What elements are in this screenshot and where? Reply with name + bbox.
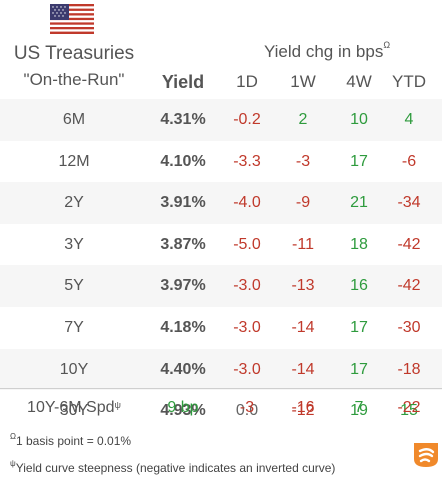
change-4w: 18 [350, 235, 368, 253]
change-ytd: 15 [400, 402, 418, 420]
yield-value: 4.18% [160, 318, 206, 336]
spread-change-1w: -16 [291, 399, 315, 416]
table-row: 10Y 4.40% -3.0 -14 17 -18 [0, 348, 442, 391]
column-header-1w: 1W [290, 72, 316, 91]
spread-change-4w: 7 [354, 399, 364, 416]
footnote-basis-point: Ω1 basis point = 0.01% [10, 432, 132, 448]
change-ytd: -30 [397, 318, 421, 336]
change-1w: -11 [292, 235, 314, 253]
spread-row: 10Y-6M Spdψ 9 bp -3 -16 7 -22 [0, 388, 442, 427]
footnote-spread: ψYield curve steepness (negative indicat… [10, 459, 336, 475]
spread-change-1d: -3 [239, 399, 255, 416]
us-flag-icon [50, 4, 94, 34]
table-row: 12M 4.10% -3.3 -3 17 -6 [0, 141, 442, 183]
table-row: 5Y 3.97% -3.0 -13 16 -42 [0, 265, 442, 307]
page-title: US Treasuries [13, 43, 135, 64]
change-1d: -3.0 [233, 277, 261, 295]
yield-value: 3.87% [160, 235, 206, 253]
change-1w: -12 [291, 402, 315, 420]
brand-logo-icon[interactable] [412, 441, 440, 469]
yield-value: 4.40% [160, 360, 206, 378]
yield-value: 4.31% [160, 111, 206, 128]
change-ytd: -34 [397, 194, 421, 212]
treasuries-table: 6M 4.31% -0.2 2 10 4 12M 4.10% -3.3 -3 1… [0, 99, 442, 432]
change-4w: 21 [350, 194, 368, 212]
change-1d: -0.2 [233, 111, 261, 128]
change-1d: -3.0 [233, 318, 261, 336]
change-ytd: -42 [397, 235, 421, 253]
change-1d: -3.3 [233, 152, 261, 170]
table-row: 3Y 3.87% -5.0 -11 18 -42 [0, 224, 442, 266]
spread-label: 10Y-6M Spdψ [0, 389, 148, 427]
spread-label-text: 10Y-6M Spd [27, 399, 115, 416]
maturity-label: 7Y [64, 318, 84, 336]
change-1w: -9 [295, 194, 311, 212]
yield-value: 4.93% [160, 402, 206, 420]
change-1d: -4.0 [233, 194, 261, 212]
column-header-ytd: YTD [392, 72, 426, 91]
footnote-marker-omega: Ω [383, 40, 391, 50]
maturity-label: 12M [58, 152, 90, 170]
footnote-marker-psi: ψ [114, 400, 121, 410]
change-ytd: -6 [401, 152, 417, 170]
maturity-label: 5Y [64, 277, 84, 295]
footnote-marker: ψ [10, 459, 16, 468]
yield-change-heading-text: Yield chg in bps [263, 42, 384, 61]
change-1w: -13 [291, 277, 315, 295]
spread-change-ytd: -22 [397, 399, 421, 416]
maturity-label: 6M [62, 111, 86, 128]
table-row: 7Y 4.18% -3.0 -14 17 -30 [0, 307, 442, 349]
maturity-label: 10Y [59, 360, 89, 378]
yield-value: 3.91% [160, 194, 206, 212]
table-row: 2Y 3.91% -4.0 -9 21 -34 [0, 182, 442, 224]
change-4w: 16 [350, 277, 368, 295]
change-1w: -14 [291, 360, 315, 378]
maturity-label: 2Y [64, 194, 84, 212]
change-1d: -3.0 [233, 360, 261, 378]
yield-change-heading: Yield chg in bpsΩ [262, 40, 392, 62]
change-4w: 17 [350, 152, 368, 170]
change-4w: 10 [350, 111, 368, 128]
yield-value: 4.10% [160, 152, 206, 170]
spread-value: 9 bp [167, 399, 199, 416]
column-header-yield: Yield [161, 72, 205, 92]
table-row: 30Y 4.93% 0.0 -12 19 15 [0, 390, 442, 432]
footnote-text: Yield curve steepness (negative indicate… [15, 461, 336, 475]
change-ytd: -18 [397, 360, 421, 378]
table-row: 6M 4.31% -0.2 2 10 4 [0, 99, 442, 141]
footnote-marker: Ω [10, 432, 16, 441]
change-1w: -3 [295, 152, 311, 170]
change-1d: -5.0 [233, 235, 261, 253]
change-4w: 17 [350, 318, 368, 336]
change-1d: 0.0 [235, 402, 259, 420]
maturity-label: 3Y [64, 235, 84, 253]
yield-value: 3.97% [160, 277, 206, 295]
page-subtitle: "On-the-Run" [23, 70, 125, 89]
change-4w: 17 [350, 360, 368, 378]
footnote-text: 1 basis point = 0.01% [15, 434, 132, 448]
change-1w: -14 [291, 318, 315, 336]
column-header-4w: 4W [346, 72, 372, 91]
change-ytd: -42 [397, 277, 421, 295]
maturity-label: 30Y [59, 402, 89, 420]
change-1w: 2 [298, 111, 308, 128]
change-ytd: 4 [404, 111, 414, 128]
change-4w: 19 [350, 402, 368, 420]
column-header-1d: 1D [236, 72, 258, 91]
